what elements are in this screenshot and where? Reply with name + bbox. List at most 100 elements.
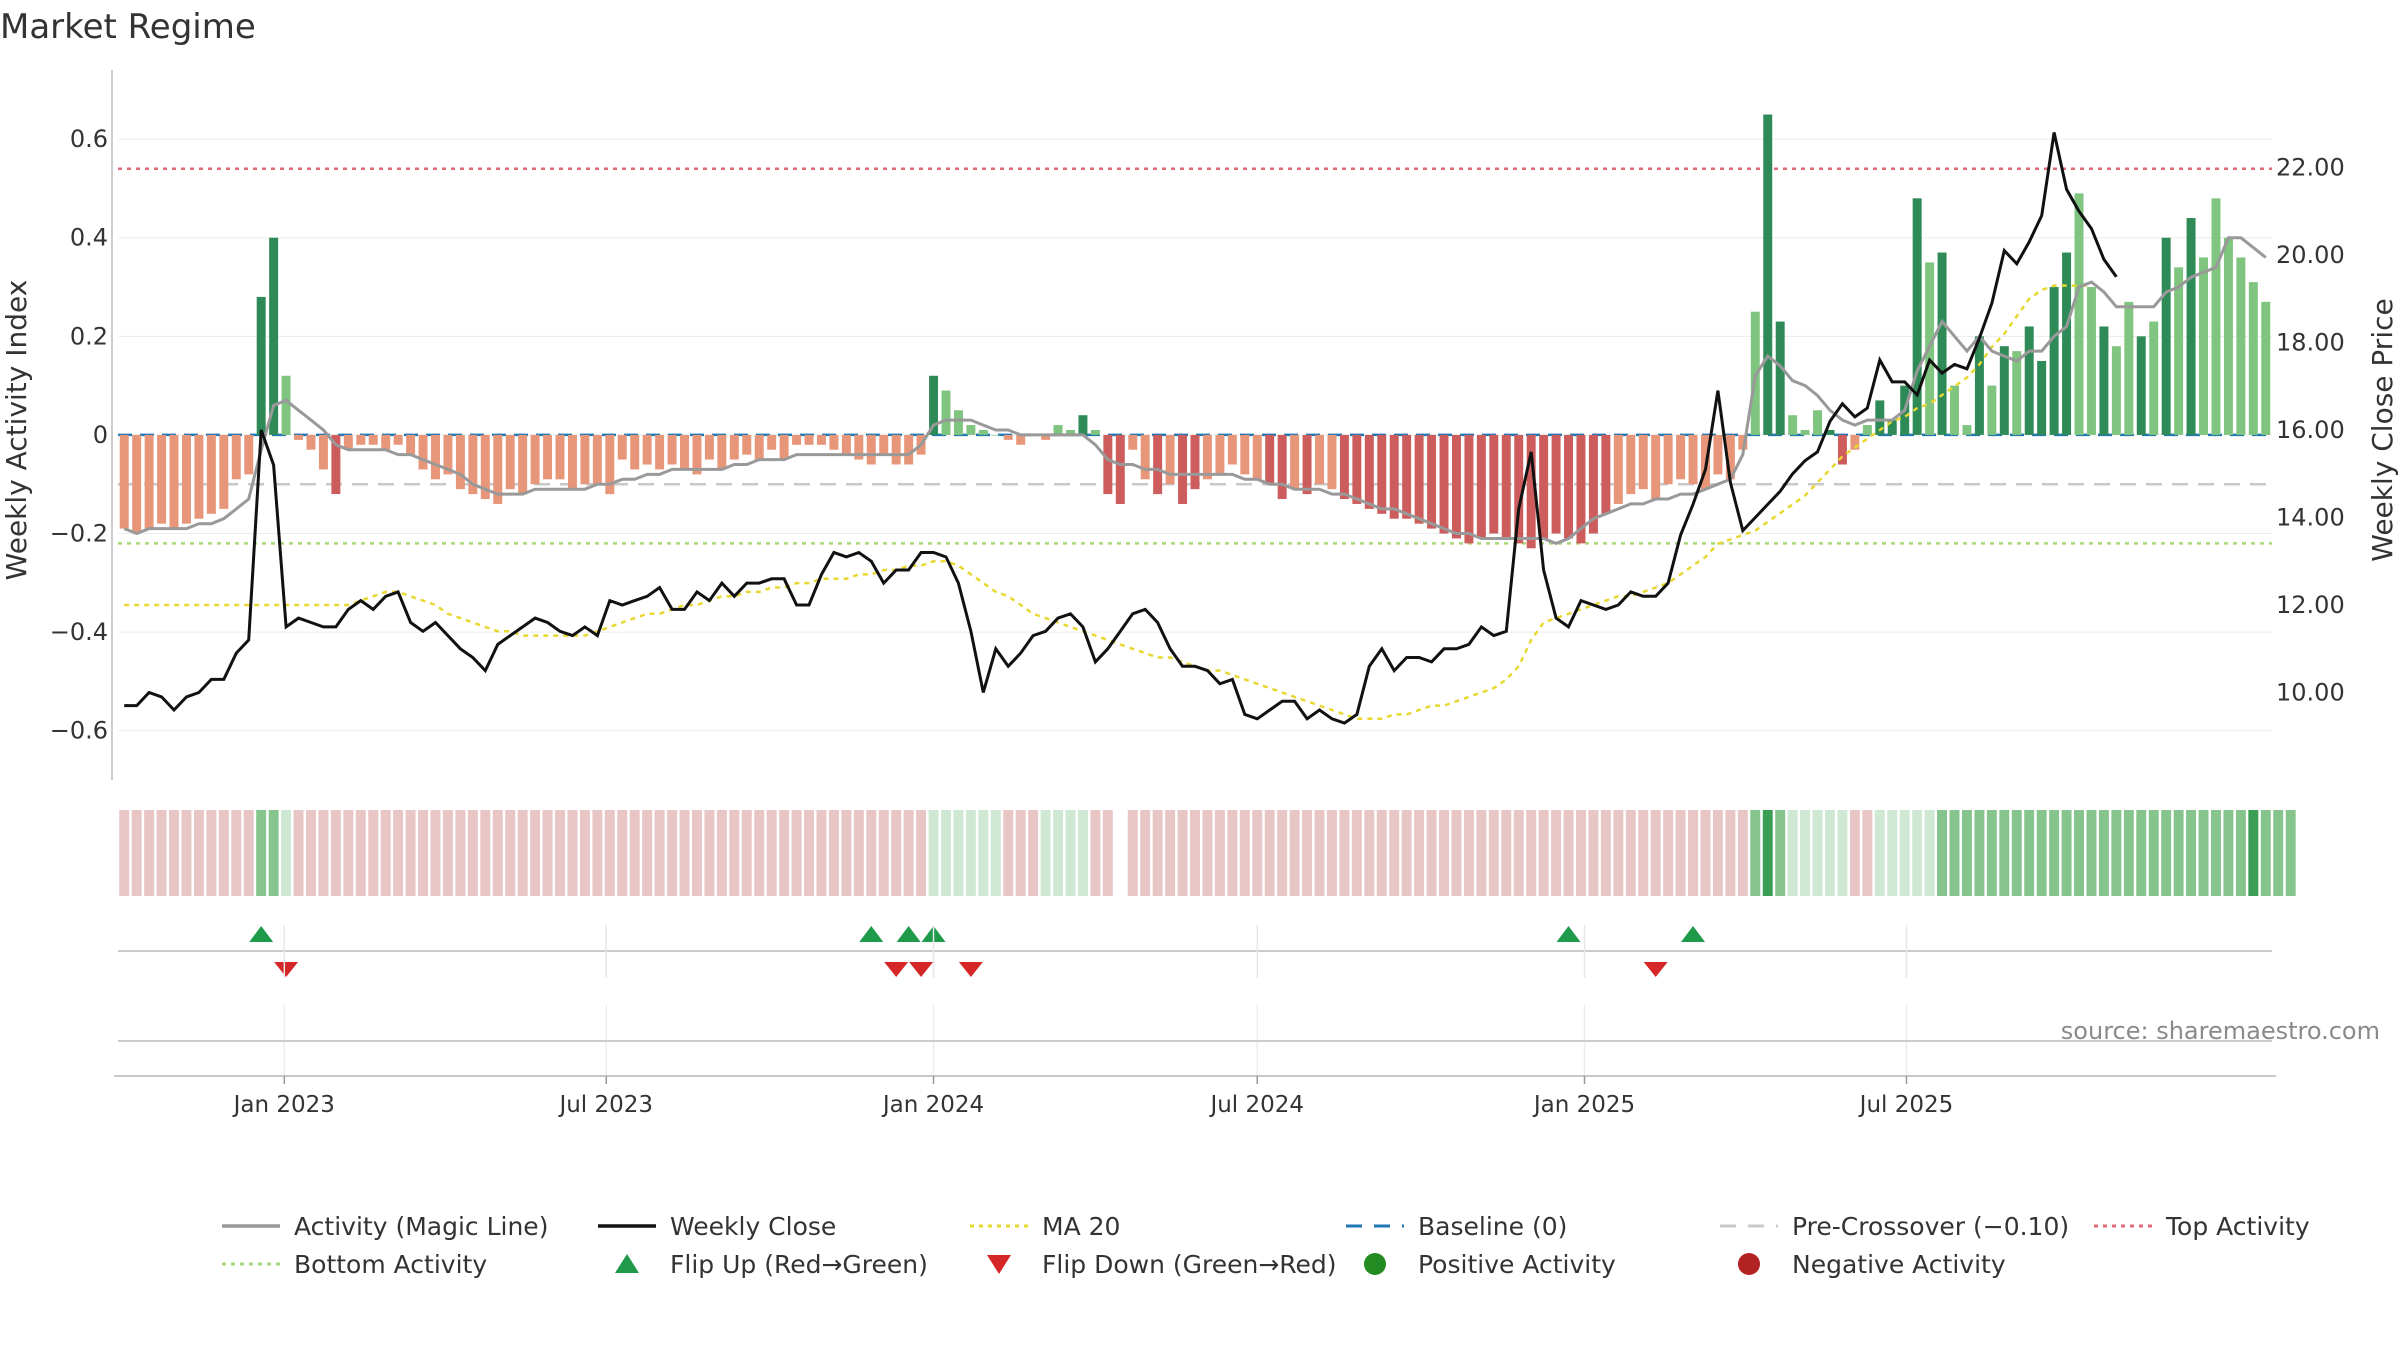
activity-bar bbox=[1240, 434, 1250, 475]
legend-item: Top Activity bbox=[2094, 1212, 2310, 1241]
flip-down-marker bbox=[1643, 962, 1668, 977]
activity-bar bbox=[1165, 434, 1175, 485]
regime-cell bbox=[2011, 810, 2022, 896]
activity-bar bbox=[406, 434, 416, 455]
activity-bar bbox=[1190, 434, 1200, 490]
activity-bar bbox=[2261, 301, 2271, 435]
x-axis: Jan 2023 Jul 2023 Jan 2024 Jul 2024 Jan 2025… bbox=[114, 925, 2276, 1118]
regime-cell bbox=[2036, 810, 2047, 896]
activity-bar bbox=[194, 434, 204, 519]
left-tick-label: 0 bbox=[93, 421, 108, 449]
activity-bar bbox=[455, 434, 465, 490]
activity-bar bbox=[356, 434, 366, 445]
regime-cell bbox=[1874, 810, 1885, 896]
activity-bar bbox=[1090, 430, 1100, 435]
activity-bar bbox=[816, 434, 826, 445]
activity-bar bbox=[1327, 434, 1337, 490]
activity-bar bbox=[978, 430, 988, 435]
activity-bar bbox=[1825, 430, 1835, 435]
activity-bar bbox=[1950, 385, 1959, 435]
right-tick-label: 12.00 bbox=[2276, 591, 2345, 619]
activity-bar bbox=[1078, 415, 1088, 435]
activity-bar bbox=[1103, 434, 1113, 495]
legend-label: Flip Up (Red→Green) bbox=[670, 1250, 928, 1279]
activity-bar bbox=[729, 434, 739, 460]
regime-cell bbox=[505, 810, 516, 896]
regime-cell bbox=[1264, 810, 1275, 896]
regime-cell bbox=[828, 810, 839, 896]
x-tick-label: Jul 2023 bbox=[557, 1092, 653, 1118]
regime-cell bbox=[1077, 810, 1088, 896]
activity-bar bbox=[1638, 434, 1648, 490]
regime-cell bbox=[916, 810, 927, 896]
regime-cell bbox=[2123, 810, 2134, 896]
regime-cell bbox=[1326, 810, 1337, 896]
regime-cell bbox=[1202, 810, 1213, 896]
regime-cell bbox=[1501, 810, 1512, 896]
activity-bar bbox=[231, 434, 241, 480]
regime-cell bbox=[2061, 810, 2072, 896]
regime-cell bbox=[853, 810, 864, 896]
regime-cell bbox=[2260, 810, 2271, 896]
regime-cell bbox=[343, 810, 354, 896]
regime-cell bbox=[667, 810, 678, 896]
legend-label: MA 20 bbox=[1042, 1212, 1120, 1241]
x-tick-label: Jan 2023 bbox=[232, 1092, 335, 1118]
activity-bar bbox=[1215, 434, 1225, 475]
activity-bar bbox=[1339, 434, 1349, 500]
regime-cell bbox=[1314, 810, 1325, 896]
regime-cell bbox=[866, 810, 877, 896]
regime-cell bbox=[1277, 810, 1288, 896]
regime-cell bbox=[1127, 810, 1138, 896]
regime-cell bbox=[1837, 810, 1848, 896]
activity-bar bbox=[530, 434, 540, 485]
activity-bar bbox=[1626, 434, 1636, 495]
regime-cell bbox=[1999, 810, 2010, 896]
regime-cell bbox=[1899, 810, 1910, 896]
activity-bar bbox=[1290, 434, 1300, 490]
activity-bar bbox=[2062, 252, 2072, 435]
activity-bar bbox=[567, 434, 577, 490]
activity-bar bbox=[1153, 434, 1163, 495]
activity-bar bbox=[1676, 434, 1686, 480]
x-tick-label: Jan 2025 bbox=[1532, 1092, 1635, 1118]
regime-cell bbox=[206, 810, 217, 896]
regime-cell bbox=[1575, 810, 1586, 896]
regime-cell bbox=[1177, 810, 1188, 896]
activity-bar bbox=[841, 434, 851, 455]
activity-bar bbox=[767, 434, 777, 450]
legend-item: Flip Up (Red→Green) bbox=[615, 1250, 928, 1279]
regime-cell bbox=[903, 810, 914, 896]
regime-cell bbox=[2173, 810, 2184, 896]
regime-cell bbox=[1214, 810, 1225, 896]
regime-cell bbox=[1227, 810, 1238, 896]
activity-bar bbox=[480, 434, 490, 500]
regime-cell bbox=[131, 810, 142, 896]
activity-bar bbox=[1115, 434, 1125, 504]
regime-cell bbox=[1389, 810, 1400, 896]
regime-cell bbox=[380, 810, 391, 896]
regime-cell bbox=[1949, 810, 1960, 896]
activity-bar bbox=[1066, 430, 1075, 435]
activity-bar bbox=[2124, 301, 2134, 435]
regime-cell bbox=[1862, 810, 1873, 896]
activity-bar bbox=[418, 434, 428, 470]
activity-bar bbox=[966, 425, 976, 435]
activity-bar bbox=[2161, 237, 2171, 435]
regime-cell bbox=[1476, 810, 1487, 896]
legend-swatch-triangle-up bbox=[615, 1254, 639, 1273]
legend-label: Pre-Crossover (−0.10) bbox=[1792, 1212, 2069, 1241]
activity-bar bbox=[1813, 410, 1823, 435]
regime-cell bbox=[119, 810, 130, 896]
regime-cell bbox=[442, 810, 453, 896]
regime-cell bbox=[2086, 810, 2097, 896]
regime-cell bbox=[1737, 810, 1748, 896]
activity-bar bbox=[891, 434, 901, 465]
activity-bar bbox=[518, 434, 528, 495]
regime-cell bbox=[1961, 810, 1972, 896]
activity-bar bbox=[879, 434, 889, 455]
regime-cell bbox=[629, 810, 640, 896]
regime-cell bbox=[691, 810, 702, 896]
regime-cell bbox=[953, 810, 964, 896]
activity-bar bbox=[1439, 434, 1449, 534]
